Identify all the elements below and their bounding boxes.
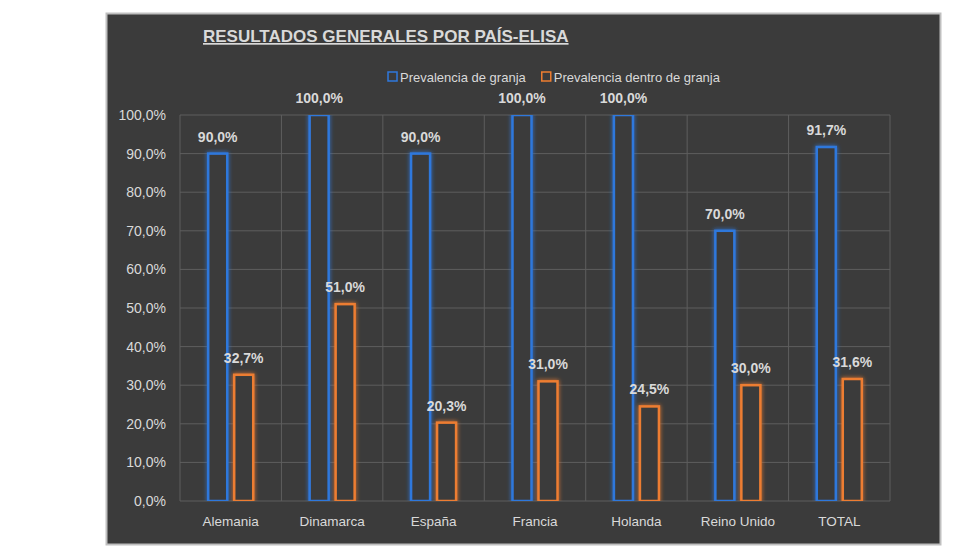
data-label: 31,6% (832, 354, 872, 370)
data-label: 100,0% (600, 90, 648, 106)
category-label: Francia (512, 514, 558, 529)
bar (539, 381, 558, 501)
data-label: 30,0% (731, 360, 771, 376)
tick-label: 30,0% (126, 377, 166, 393)
bar (208, 154, 227, 501)
data-label: 32,7% (224, 350, 264, 366)
bar (310, 115, 329, 501)
grid-line (180, 501, 890, 502)
bar (513, 115, 532, 501)
tick-label: 80,0% (126, 184, 166, 200)
panel (107, 14, 941, 545)
title: RESULTADOS GENERALES POR PAÍS-ELISA (203, 27, 569, 46)
category-grid-line (890, 115, 891, 501)
category-grid-line (281, 115, 282, 501)
grid-line (180, 346, 890, 347)
grid-line (180, 423, 890, 424)
bar (614, 115, 633, 501)
data-label: 20,3% (427, 398, 467, 414)
bar (817, 147, 836, 501)
bar (411, 154, 430, 501)
bar (640, 406, 659, 501)
tick-label: 90,0% (126, 146, 166, 162)
legend-label: Prevalencia dentro de granja (554, 70, 721, 85)
data-label: 100,0% (498, 90, 546, 106)
bar (741, 385, 760, 501)
grid-line (180, 462, 890, 463)
data-label: 90,0% (401, 129, 441, 145)
category-grid-line (687, 115, 688, 501)
bar (843, 379, 862, 501)
bars (208, 115, 862, 501)
category-label: Reino Unido (701, 514, 775, 529)
legend: Prevalencia de granja Prevalencia dentro … (388, 70, 721, 85)
category-label: Alemania (203, 514, 260, 529)
grid-line (180, 269, 890, 270)
category-label: Holanda (611, 514, 662, 529)
legend-swatch (388, 72, 397, 81)
tick-label: 70,0% (126, 223, 166, 239)
tick-label: 0,0% (134, 493, 166, 509)
category-grid-line (585, 115, 586, 501)
data-labels: 90,0% 100,0% 90,0% 100,0% 100,0% 70,0% 91,7% 32… (198, 90, 873, 414)
bar (437, 423, 456, 501)
tick-label: 100,0% (119, 107, 166, 123)
category-grid-line (180, 115, 181, 501)
category-label: Dinamarca (300, 514, 366, 529)
data-label: 24,5% (630, 381, 670, 397)
data-label: 100,0% (295, 90, 343, 106)
data-label: 90,0% (198, 129, 238, 145)
tick-label: 60,0% (126, 261, 166, 277)
legend-label: Prevalencia de granja (400, 70, 527, 85)
bar (336, 304, 355, 501)
tick-label: 40,0% (126, 339, 166, 355)
category-label: España (411, 514, 457, 529)
bar (234, 375, 253, 501)
grid-line (180, 385, 890, 386)
grid-line (180, 153, 890, 154)
tick-label: 20,0% (126, 416, 166, 432)
data-label: 70,0% (705, 206, 745, 222)
grid-line (180, 230, 890, 231)
legend-swatch (542, 72, 551, 81)
category-grid-line (484, 115, 485, 501)
tick-label: 50,0% (126, 300, 166, 316)
chart: 0,0% 10,0% 20,0% 30,0% 40,0% 50,0% 60,0% 70,0% 8… (0, 0, 980, 553)
grid-line (180, 115, 890, 116)
category-label: TOTAL (818, 514, 861, 529)
category-grid-line (382, 115, 383, 501)
data-label: 91,7% (806, 122, 846, 138)
grid-line (180, 308, 890, 309)
data-label: 51,0% (325, 279, 365, 295)
data-label: 31,0% (528, 356, 568, 372)
category-grid-line (788, 115, 789, 501)
tick-label: 10,0% (126, 454, 166, 470)
grid-line (180, 192, 890, 193)
